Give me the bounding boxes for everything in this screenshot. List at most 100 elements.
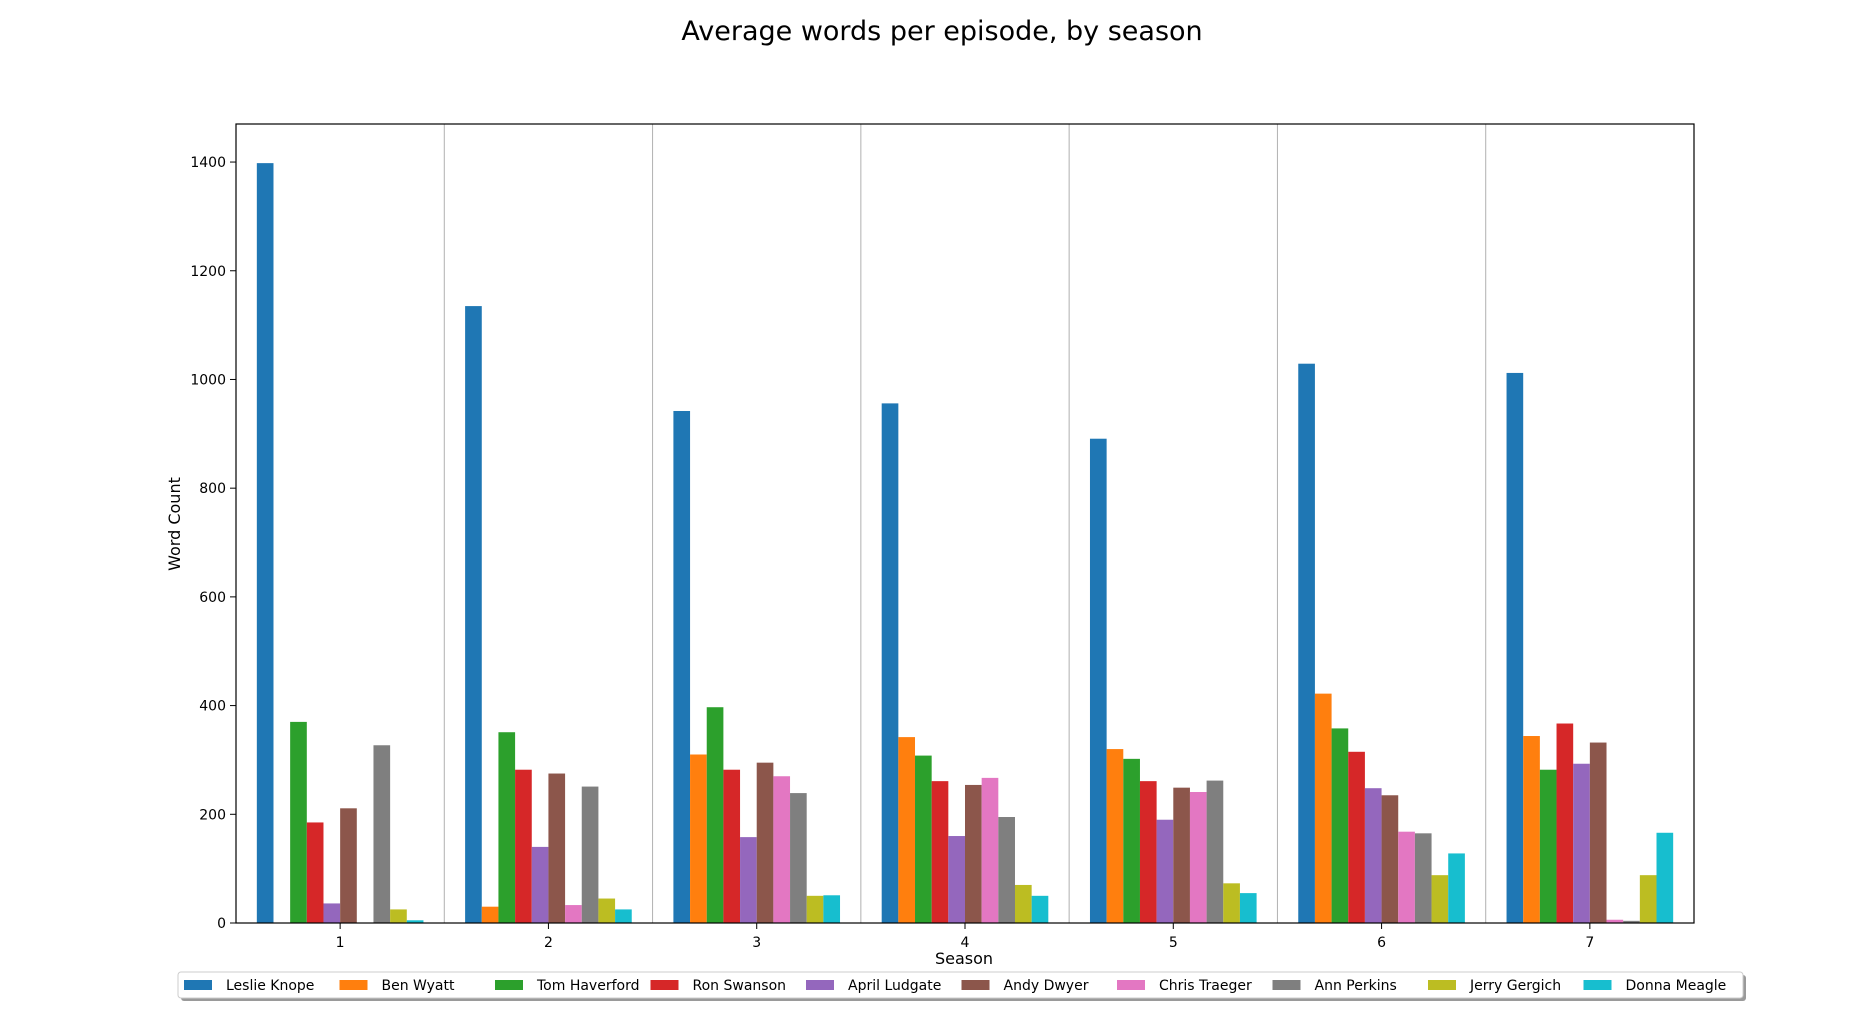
- bar: [323, 903, 341, 923]
- legend-swatch: [339, 980, 368, 990]
- bar: [965, 784, 982, 923]
- bar: [756, 762, 774, 923]
- legend-swatch: [650, 980, 679, 990]
- bar: [740, 837, 757, 923]
- bar: [673, 410, 691, 923]
- bar: [1156, 819, 1174, 923]
- legend-label: Ron Swanson: [693, 978, 787, 994]
- bar: [1139, 781, 1157, 923]
- bar: [790, 793, 807, 923]
- legend-label: April Ludgate: [848, 978, 941, 994]
- bar: [1239, 893, 1257, 923]
- legend-swatch: [961, 980, 990, 990]
- y-tick-label: 400: [199, 699, 226, 715]
- y-tick-label: 1400: [190, 155, 226, 171]
- y-tick-label: 600: [199, 590, 226, 606]
- bar: [931, 781, 949, 923]
- legend-swatch: [495, 980, 523, 990]
- bar: [1348, 751, 1365, 923]
- bar: [981, 777, 999, 923]
- bar: [290, 721, 307, 923]
- bar: [256, 163, 274, 923]
- grid-lines: [443, 124, 1487, 923]
- x-tick-label: 6: [1377, 935, 1386, 951]
- bar: [565, 905, 582, 923]
- y-tick-label: 0: [217, 916, 226, 932]
- bar: [1089, 438, 1107, 923]
- bar: [1414, 833, 1432, 923]
- bar: [1123, 758, 1140, 923]
- chart-title: Average words per episode, by season: [681, 16, 1202, 47]
- bar: [306, 822, 324, 923]
- bar: [1656, 832, 1674, 923]
- bar: [690, 754, 707, 923]
- bar: [465, 306, 482, 924]
- bar: [881, 403, 899, 923]
- bar: [1556, 723, 1574, 923]
- bar: [1506, 372, 1524, 923]
- axis-ticks: 0 200 400 600 800 1000 1200 1400 1 2 3 4 5 6 7: [190, 155, 1594, 951]
- legend-label: Ann Perkins: [1315, 978, 1397, 994]
- bar: [1173, 787, 1190, 923]
- bar: [1639, 875, 1657, 923]
- y-axis-label: Word Count: [165, 477, 184, 571]
- bar: [598, 898, 616, 923]
- bar: [1606, 919, 1624, 923]
- bar: [1448, 853, 1465, 923]
- x-tick-label: 1: [336, 935, 345, 951]
- bar: [1206, 780, 1224, 923]
- legend-swatch: [1428, 980, 1456, 990]
- bar: [581, 786, 599, 923]
- bar: [498, 732, 516, 923]
- y-tick-label: 1200: [190, 264, 226, 280]
- legend-swatch: [184, 980, 212, 990]
- legend-label: Ben Wyatt: [382, 978, 455, 994]
- bar: [340, 808, 357, 923]
- bar: [1106, 749, 1124, 923]
- legend-label: Leslie Knope: [226, 978, 314, 994]
- bar: [406, 920, 424, 923]
- bar: [531, 846, 549, 923]
- legend-box: [177, 971, 1744, 999]
- y-tick-label: 1000: [190, 372, 226, 388]
- legend-swatch: [1117, 980, 1145, 990]
- bar: [390, 909, 407, 923]
- y-tick-label: 800: [199, 481, 226, 497]
- bar: [373, 745, 391, 923]
- bar: [1314, 693, 1332, 923]
- bar: [1223, 883, 1240, 923]
- bar: [1189, 792, 1207, 923]
- bar: [723, 769, 741, 923]
- bar: [1031, 895, 1049, 923]
- x-tick-label: 7: [1585, 935, 1594, 951]
- legend: Leslie Knope Ben Wyatt Tom Haverford Ron Sw…: [177, 971, 1746, 1001]
- bar: [1381, 795, 1399, 923]
- legend-label: Donna Meagle: [1626, 978, 1727, 994]
- bar: [1364, 788, 1382, 923]
- bar: [1331, 728, 1349, 923]
- x-tick-label: 4: [961, 935, 970, 951]
- bar: [898, 737, 916, 923]
- x-tick-label: 2: [544, 935, 553, 951]
- bar: [1589, 742, 1607, 923]
- legend-swatch: [806, 980, 834, 990]
- bar: [481, 906, 499, 923]
- legend-label: Chris Traeger: [1159, 978, 1252, 994]
- bar: [948, 836, 965, 923]
- x-axis-label: Season: [935, 949, 993, 968]
- bar: [548, 773, 566, 923]
- bar: [515, 769, 532, 923]
- x-tick-label: 5: [1169, 935, 1178, 951]
- legend-label: Tom Haverford: [536, 978, 639, 994]
- bar: [1623, 920, 1640, 923]
- legend-swatch: [1272, 980, 1301, 990]
- bar: [915, 755, 932, 923]
- bar: [823, 895, 841, 923]
- bar: [706, 707, 724, 923]
- bar: [1523, 736, 1540, 923]
- legend-label: Jerry Gergich: [1469, 978, 1561, 994]
- bar: [1573, 763, 1590, 923]
- bar: [1014, 884, 1032, 923]
